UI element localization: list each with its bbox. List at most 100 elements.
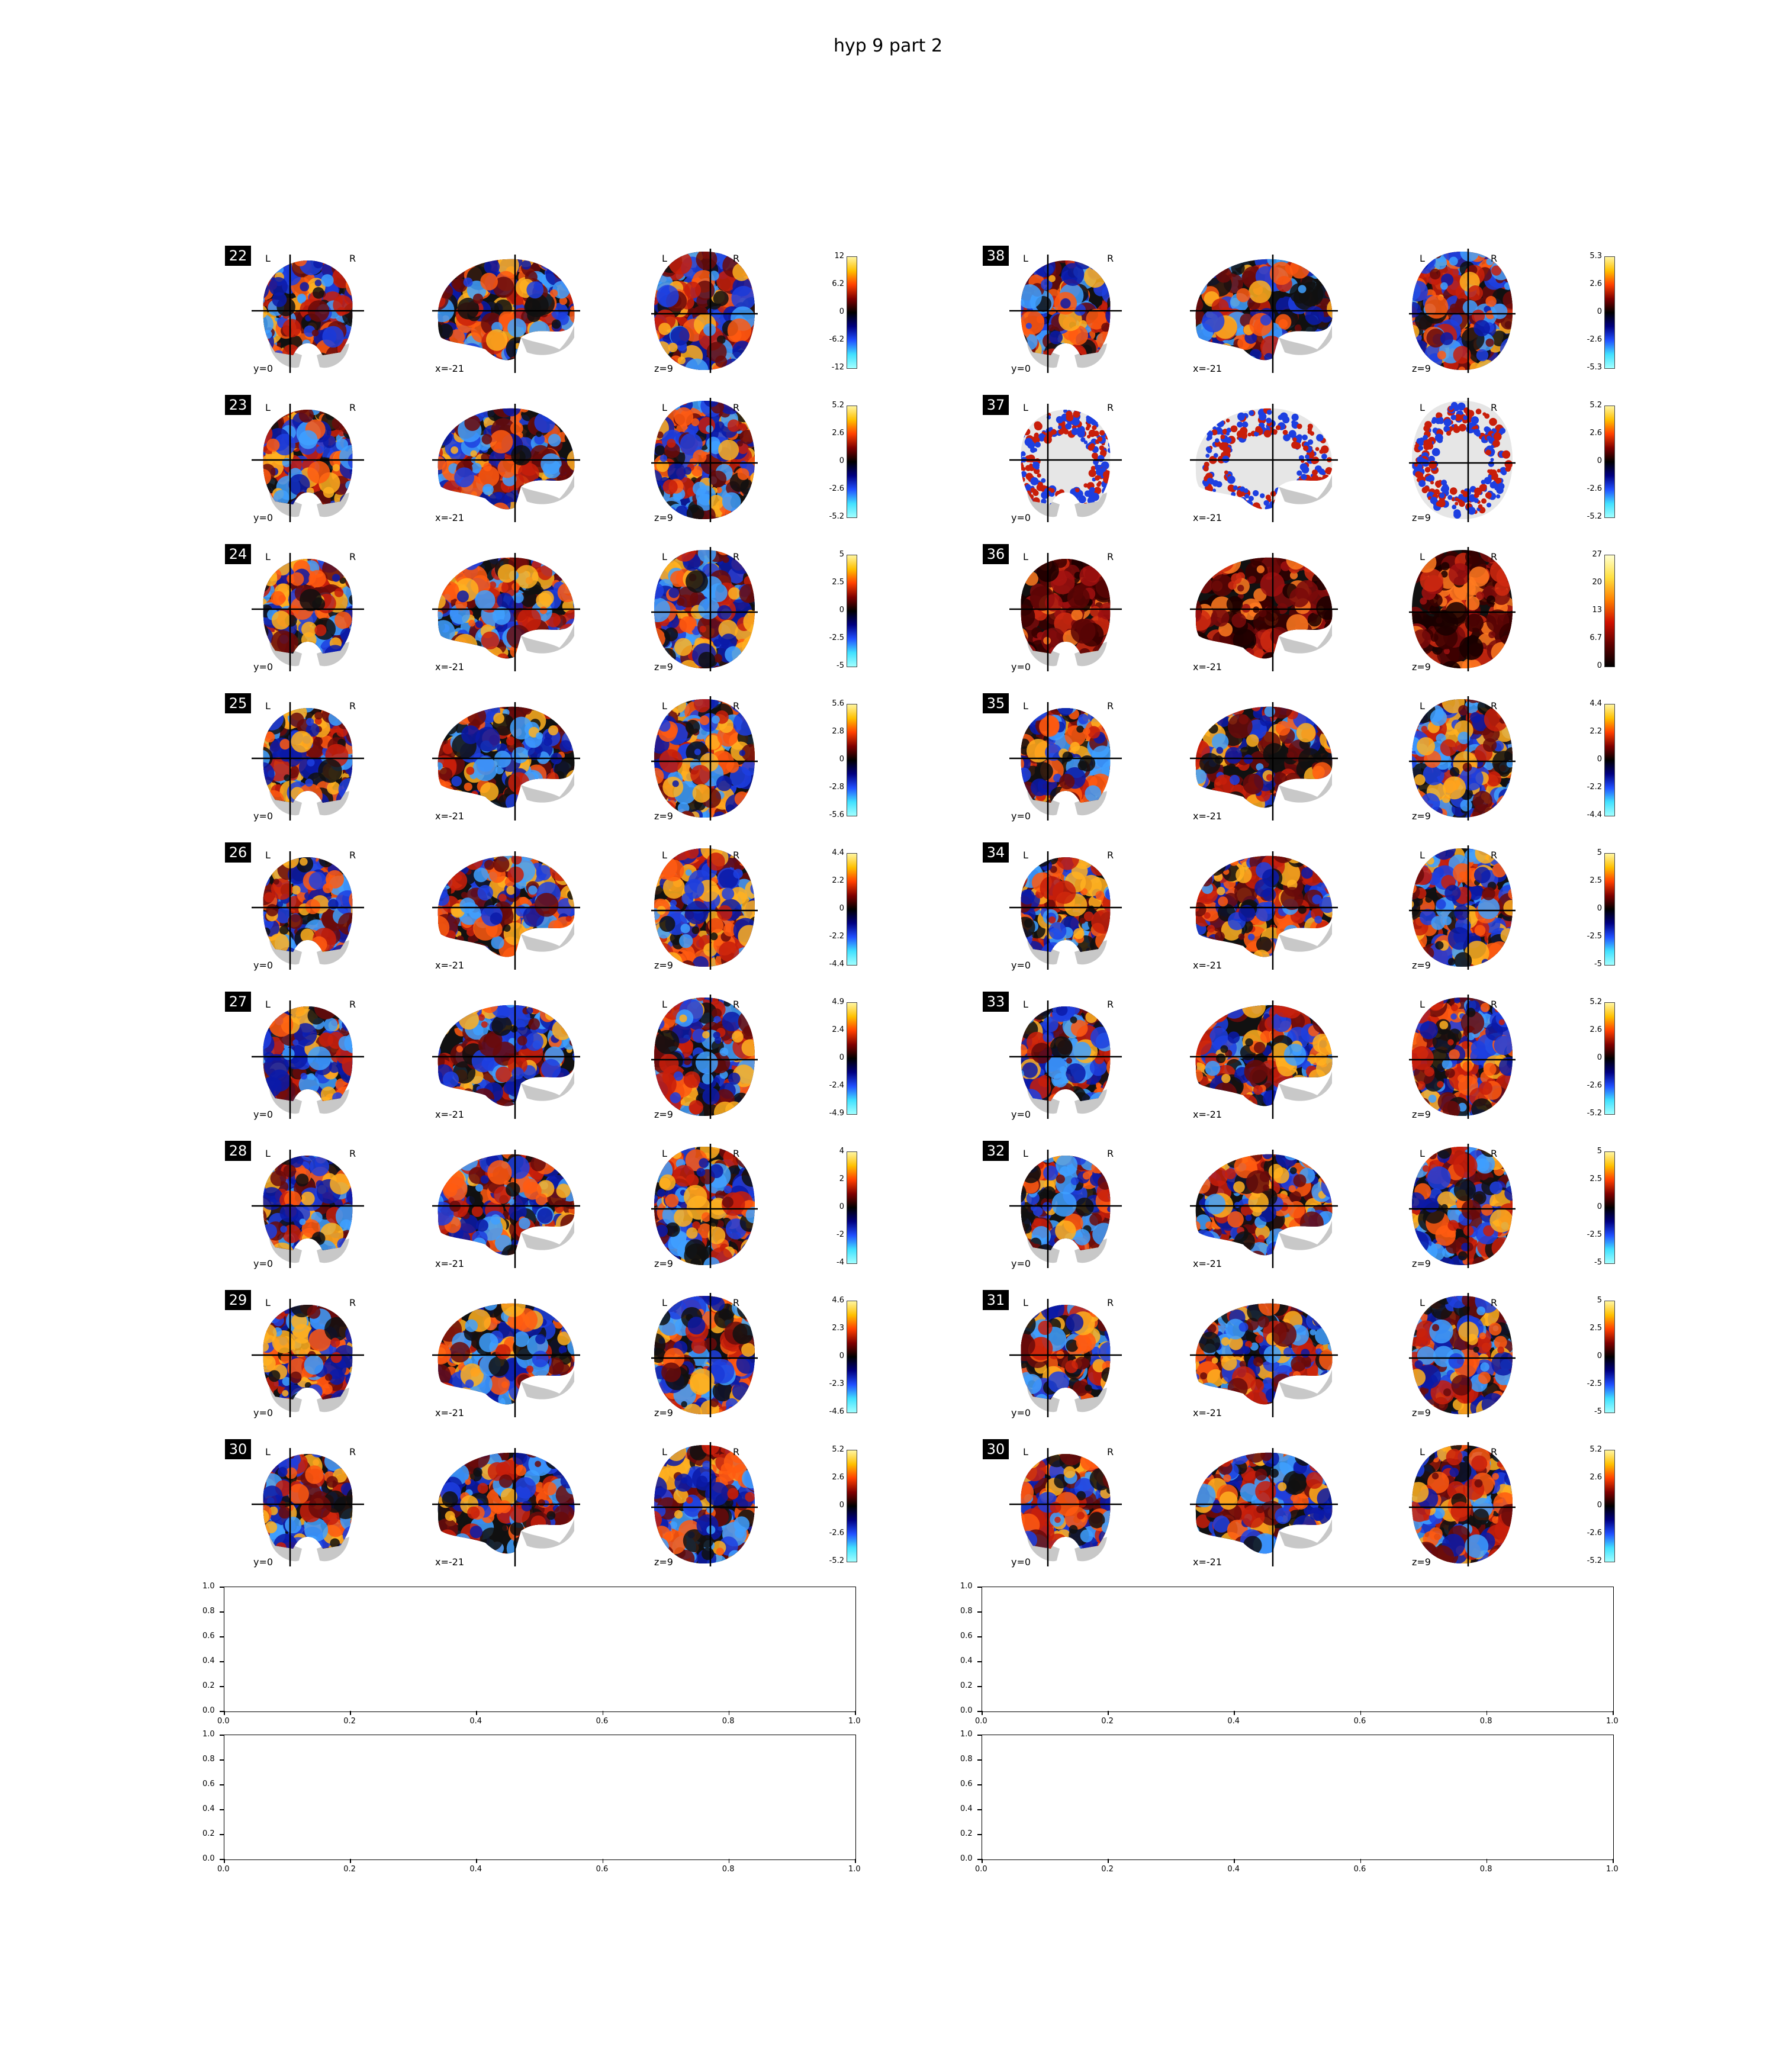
panel-id-badge: 30 (983, 1439, 1009, 1459)
colorbar-tick-label: 2.6 (832, 1473, 844, 1482)
orientation-label: R (1491, 850, 1498, 861)
y-tick-mark (977, 1759, 982, 1761)
y-tick-label: 0.8 (960, 1607, 973, 1616)
slice-coordinate-label: y=0 (253, 810, 274, 822)
axial-view-image (1409, 249, 1516, 373)
axial-view-image (1409, 696, 1516, 821)
colorbar-tick-label: -2.5 (829, 633, 844, 642)
x-tick-mark (602, 1711, 604, 1715)
orientation-label: L (662, 402, 667, 413)
y-tick-mark (220, 1587, 224, 1588)
orientation-label: L (1420, 850, 1425, 861)
x-tick-label: 1.0 (848, 1865, 861, 1874)
colorbar-tick-label: 4.9 (832, 998, 844, 1006)
x-tick-label: 0.6 (1353, 1865, 1366, 1874)
x-tick-mark (1108, 1711, 1109, 1715)
y-tick-mark (220, 1759, 224, 1761)
y-tick-label: 1.0 (960, 1582, 973, 1591)
slice-coordinate-label: x=-21 (435, 1407, 465, 1418)
panel-id-badge: 38 (983, 246, 1009, 266)
panel-id-badge: 28 (225, 1141, 251, 1161)
coronal-view-image (1009, 1000, 1122, 1119)
orientation-label: L (662, 999, 667, 1010)
slice-coordinate-label: z=9 (1412, 1258, 1431, 1269)
colorbar-tick-label: 4.4 (1590, 699, 1602, 708)
panel-id-badge: 37 (983, 395, 1009, 415)
x-tick-label: 0.0 (217, 1865, 230, 1874)
colorbar (847, 555, 857, 667)
y-tick-mark (977, 1587, 982, 1588)
y-tick-mark (977, 1711, 982, 1712)
orientation-label: L (1023, 850, 1028, 861)
slice-coordinate-label: z=9 (1412, 1556, 1431, 1568)
colorbar (847, 1450, 857, 1562)
coronal-view-image (252, 1448, 364, 1566)
orientation-label: L (662, 700, 667, 712)
orientation-label: L (662, 253, 667, 264)
axial-view-image (651, 398, 758, 522)
sagittal-view-image (1190, 553, 1338, 671)
orientation-label: R (349, 551, 356, 562)
colorbar-tick-label: 5.2 (1590, 998, 1602, 1006)
y-tick-label: 1.0 (202, 1730, 215, 1739)
slice-coordinate-label: x=-21 (1193, 661, 1222, 673)
x-tick-mark (602, 1859, 604, 1863)
y-tick-label: 0.6 (960, 1780, 973, 1788)
colorbar-tick-label: -5 (1594, 1258, 1602, 1267)
slice-coordinate-label: y=0 (1011, 1407, 1031, 1418)
coronal-view-image (252, 255, 364, 373)
colorbar-tick-label: 13 (1592, 606, 1602, 614)
coronal-view-image (252, 1150, 364, 1268)
slice-coordinate-label: x=-21 (435, 1258, 465, 1269)
orientation-label: L (1023, 402, 1028, 413)
slice-coordinate-label: z=9 (1412, 960, 1431, 971)
orientation-label: R (1491, 1446, 1498, 1458)
y-tick-mark (220, 1735, 224, 1736)
colorbar-tick-label: -2.2 (1587, 783, 1602, 792)
orientation-label: L (265, 253, 271, 264)
orientation-label: R (1107, 551, 1114, 562)
colorbar-tick-label: -5 (836, 661, 844, 670)
slice-coordinate-label: z=9 (1412, 661, 1431, 673)
colorbar-tick-label: 20 (1592, 578, 1602, 587)
x-tick-label: 0.4 (469, 1717, 482, 1726)
y-tick-mark (977, 1784, 982, 1785)
colorbar-tick-label: 2.6 (1590, 279, 1602, 288)
colorbar-tick-label: 0 (1597, 1053, 1602, 1062)
orientation-label: R (733, 700, 740, 712)
colorbar-tick-label: 2.6 (1590, 429, 1602, 437)
y-tick-label: 0.2 (202, 1681, 215, 1690)
colorbar-tick-label: -2.6 (829, 1529, 844, 1537)
orientation-label: L (1023, 700, 1028, 712)
y-tick-mark (977, 1636, 982, 1637)
orientation-label: L (1023, 999, 1028, 1010)
orientation-label: L (1420, 1148, 1425, 1159)
axial-view-image (1409, 845, 1516, 970)
x-tick-mark (1234, 1859, 1235, 1863)
orientation-label: L (662, 1297, 667, 1308)
colorbar-tick-label: 2.6 (832, 429, 844, 437)
orientation-label: R (1107, 1446, 1114, 1458)
coronal-view-image (252, 553, 364, 671)
colorbar-tick-label: 0 (1597, 456, 1602, 465)
sagittal-view-image (432, 1448, 580, 1566)
colorbar-tick-label: 5 (839, 550, 844, 559)
y-tick-label: 1.0 (202, 1582, 215, 1591)
x-tick-mark (1108, 1859, 1109, 1863)
slice-coordinate-label: y=0 (253, 363, 274, 374)
orientation-label: R (349, 999, 356, 1010)
x-tick-mark (1360, 1859, 1362, 1863)
orientation-label: L (1420, 402, 1425, 413)
orientation-label: R (733, 1148, 740, 1159)
sagittal-view-image (432, 851, 580, 970)
colorbar (1604, 1450, 1615, 1562)
slice-coordinate-label: x=-21 (435, 960, 465, 971)
colorbar-tick-label: 5 (1597, 1296, 1602, 1305)
colorbar-tick-label: -12 (831, 363, 844, 372)
axial-view-image (1409, 995, 1516, 1119)
orientation-label: R (733, 402, 740, 413)
